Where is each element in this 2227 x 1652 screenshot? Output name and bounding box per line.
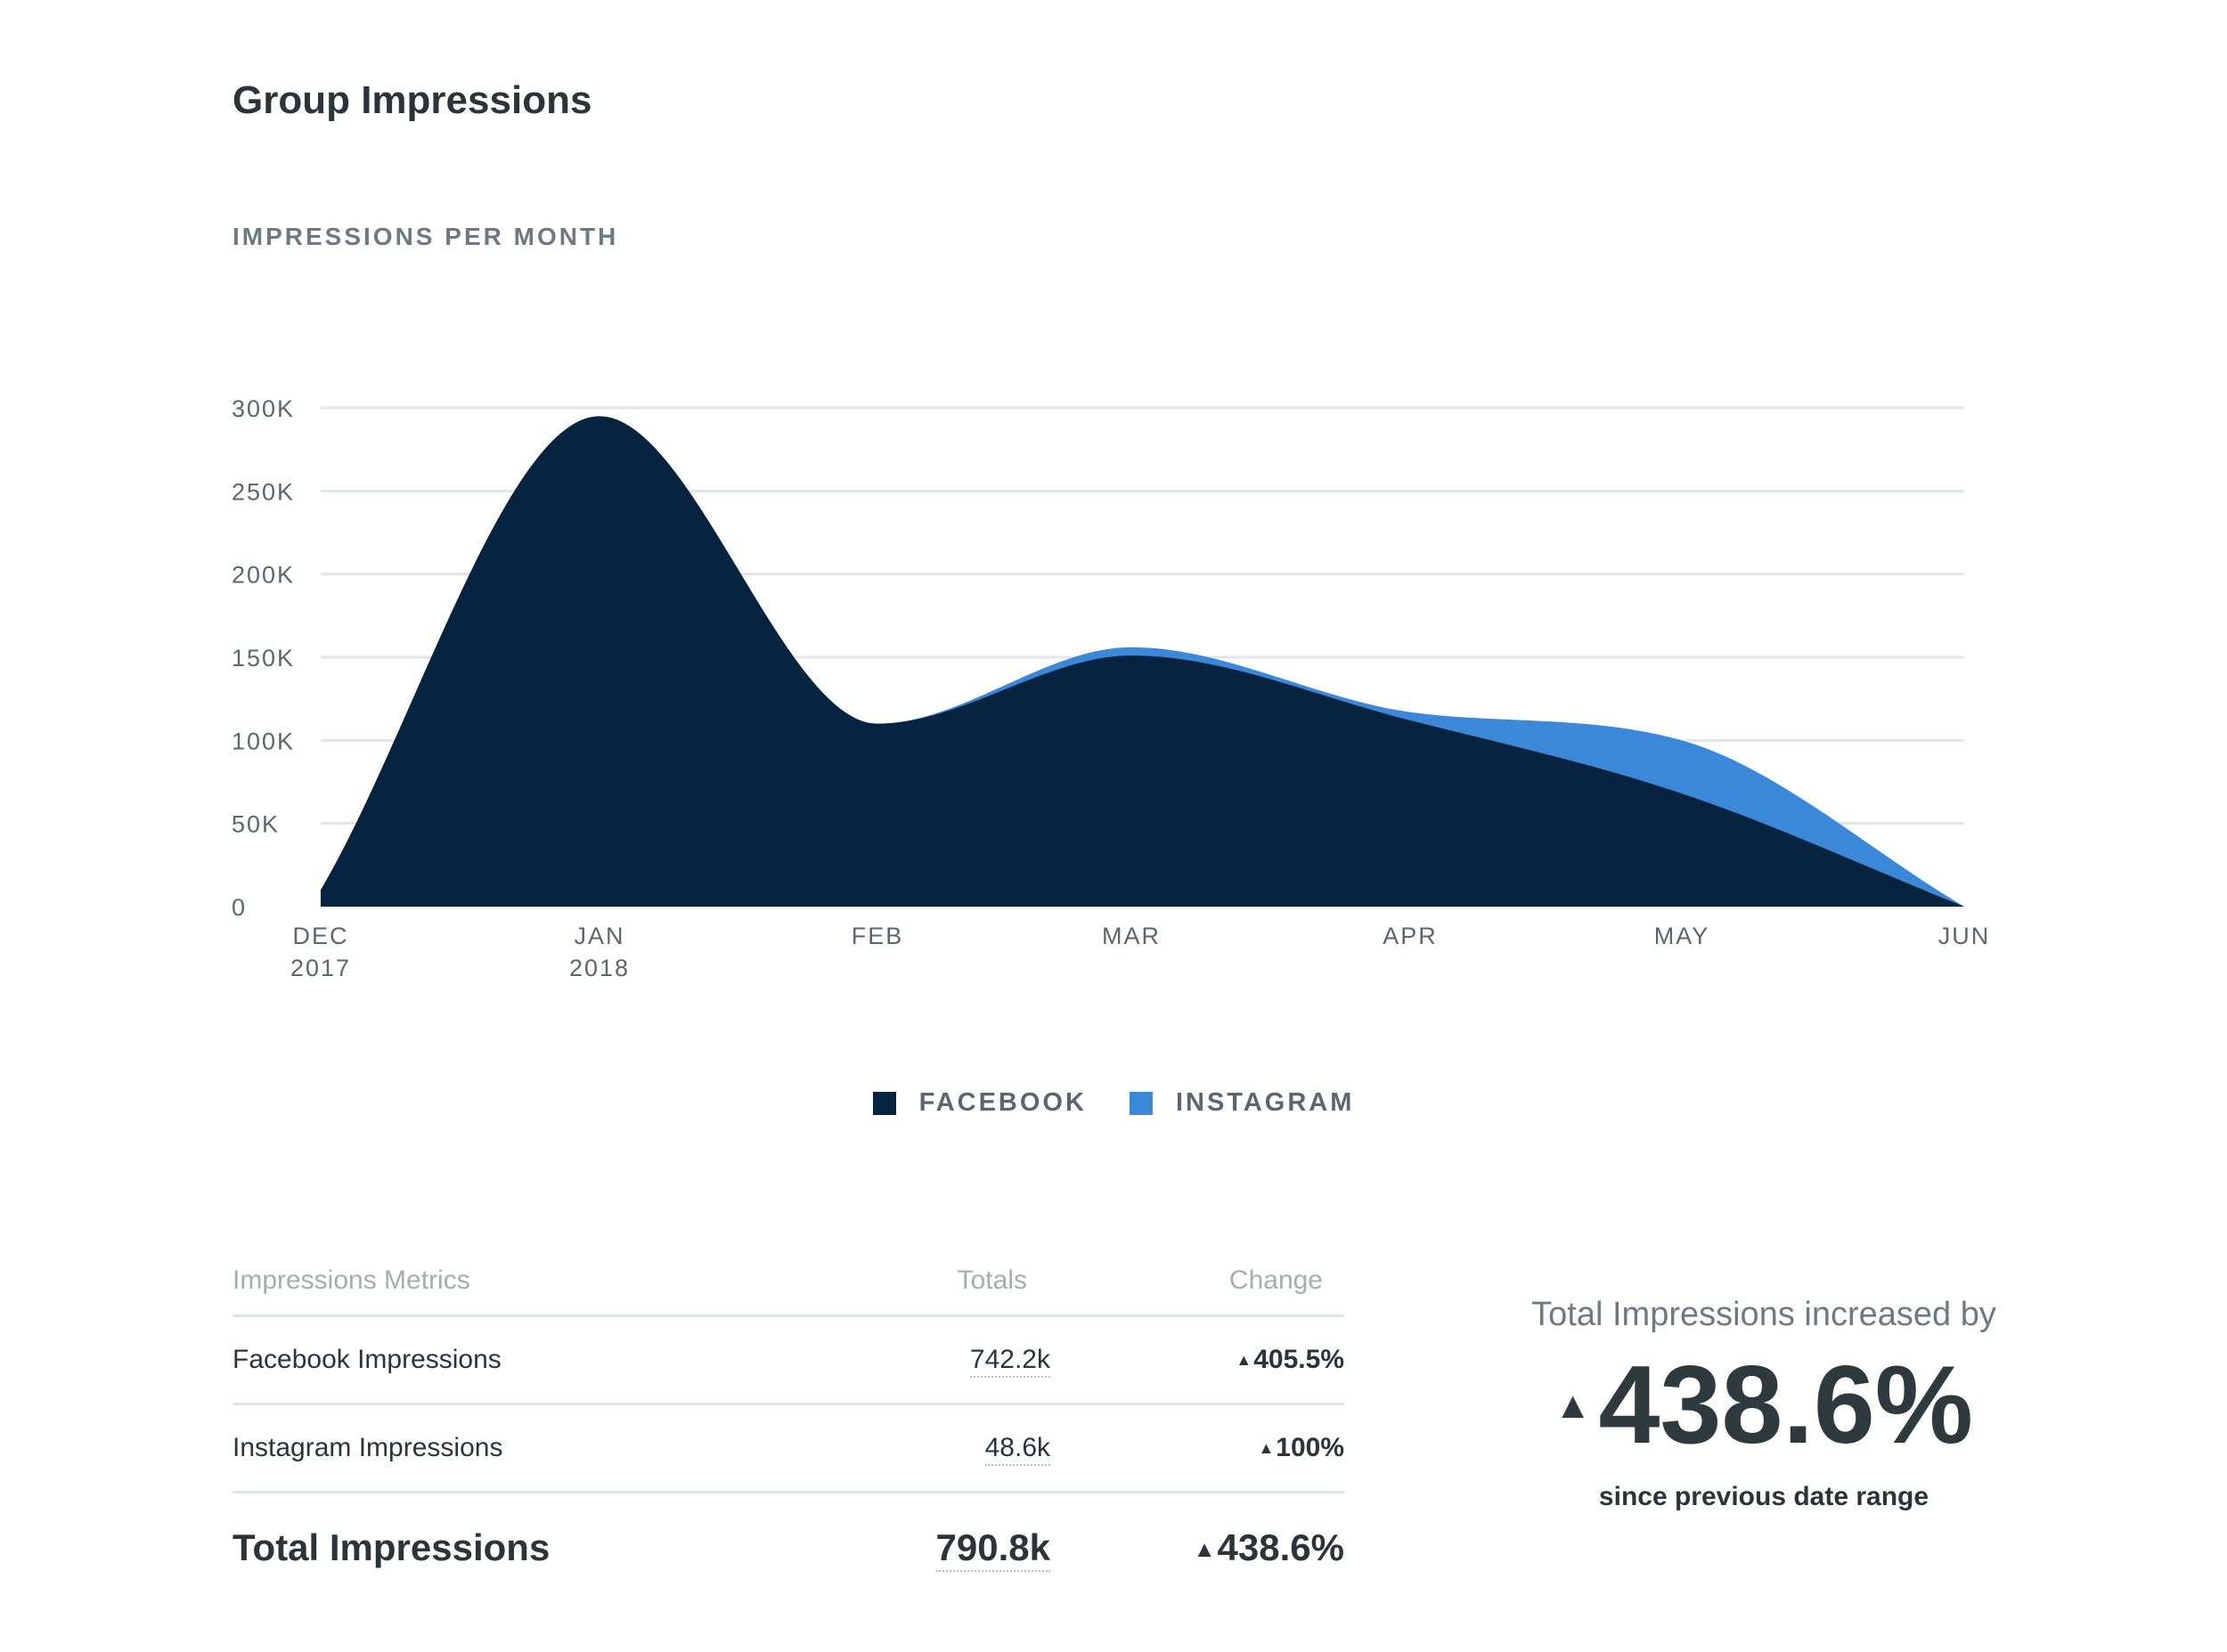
header-totals: Totals <box>957 1265 1027 1295</box>
x-tick-label: DEC <box>292 923 348 949</box>
summary-value: 438.6% <box>1598 1344 1974 1467</box>
y-tick-label: 200K <box>232 562 295 589</box>
row-name: Instagram Impressions <box>232 1433 503 1462</box>
legend-item-instagram[interactable]: INSTAGRAM <box>1129 1088 1355 1118</box>
up-arrow-icon: ▲ <box>1258 1439 1275 1458</box>
area-facebook <box>321 416 1964 907</box>
table-total-row: Total Impressions 790.8k ▲438.6% <box>232 1493 1344 1602</box>
legend-label-facebook: FACEBOOK <box>918 1088 1087 1117</box>
x-tick-label: JUN <box>1938 923 1991 949</box>
y-tick-label: 300K <box>232 395 295 422</box>
total-row-name: Total Impressions <box>232 1526 551 1568</box>
total-row-total[interactable]: 790.8k <box>935 1526 1050 1572</box>
row-change: 405.5% <box>1253 1345 1344 1374</box>
summary-label: Total Impressions increased by <box>1531 1296 1996 1333</box>
chart-title: IMPRESSIONS PER MONTH <box>232 223 619 250</box>
legend-swatch-facebook <box>872 1091 896 1115</box>
row-total[interactable]: 48.6k <box>984 1433 1050 1466</box>
x-tick-label: APR <box>1383 923 1438 949</box>
x-tick-label: 2017 <box>290 955 351 981</box>
row-name: Facebook Impressions <box>232 1345 502 1374</box>
y-tick-label: 100K <box>232 728 295 754</box>
header-metrics: Impressions Metrics <box>232 1265 470 1295</box>
impressions-area-chart: 0 50K 100K 150K 200K 250K 300K DEC 2017 JAN 2018 FE… <box>232 395 1991 981</box>
up-arrow-icon: ▲ <box>1193 1537 1216 1563</box>
y-tick-label: 50K <box>232 811 280 838</box>
x-tick-label: MAY <box>1654 923 1710 949</box>
x-tick-label: MAR <box>1102 923 1161 949</box>
summary-panel: Total Impressions increased by ▲438.6% s… <box>1479 1296 2049 1512</box>
impressions-metrics-table: Impressions Metrics Totals Change Facebo… <box>232 1247 1344 1602</box>
row-change: 100% <box>1276 1433 1344 1462</box>
y-tick-label: 250K <box>232 478 295 505</box>
legend-label-instagram: INSTAGRAM <box>1175 1088 1355 1117</box>
row-total[interactable]: 742.2k <box>969 1345 1050 1378</box>
total-row-change: 438.6% <box>1217 1526 1344 1568</box>
legend-swatch-instagram <box>1129 1091 1153 1115</box>
x-tick-label: 2018 <box>569 955 630 981</box>
legend-item-facebook[interactable]: FACEBOOK <box>872 1088 1087 1118</box>
page-title: Group Impressions <box>232 78 592 122</box>
up-arrow-icon: ▲ <box>1236 1351 1252 1370</box>
table-header: Impressions Metrics Totals Change <box>232 1247 1344 1317</box>
header-change: Change <box>1228 1265 1323 1295</box>
y-tick-label: 0 <box>232 894 247 921</box>
up-arrow-icon: ▲ <box>1554 1384 1592 1426</box>
summary-subtext: since previous date range <box>1598 1482 1929 1512</box>
x-tick-label: JAN <box>574 923 624 949</box>
x-tick-label: FEB <box>852 923 904 949</box>
chart-legend: FACEBOOK INSTAGRAM <box>0 1088 2227 1118</box>
table-row: Facebook Impressions 742.2k ▲405.5% <box>232 1317 1344 1405</box>
table-row: Instagram Impressions 48.6k ▲100% <box>232 1405 1344 1493</box>
summary-value-wrap: ▲438.6% <box>1479 1345 2049 1466</box>
y-tick-label: 150K <box>232 645 295 671</box>
